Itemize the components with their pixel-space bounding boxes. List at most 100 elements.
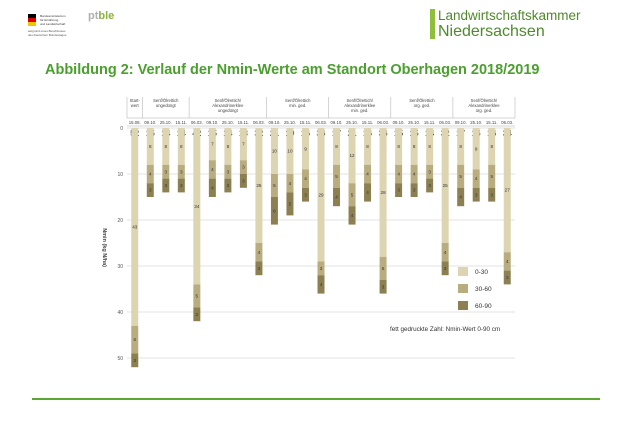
segment-value-label: 3 <box>227 169 230 174</box>
segment-value-label: 3 <box>320 266 323 271</box>
segment-value-label: 9 <box>304 146 307 151</box>
bar-segment <box>395 183 403 197</box>
header-logos: Bundesministerium für Ernährung und Land… <box>20 6 160 42</box>
segment-value-label: 8 <box>366 144 369 149</box>
segment-value-label: 8 <box>413 144 416 149</box>
ministry-logo: Bundesministerium für Ernährung und Land… <box>20 6 80 42</box>
segment-value-label: 5 <box>289 202 292 207</box>
segment-value-label: 28 <box>381 190 387 195</box>
segment-value-label: 12 <box>349 153 355 158</box>
bar-segment <box>177 178 185 193</box>
bar-segment <box>270 174 278 197</box>
bar-segment <box>457 187 465 207</box>
y-tick-label: 30 <box>117 264 123 270</box>
bar-segment <box>239 160 247 174</box>
date-label: 09.10. <box>268 120 280 125</box>
chamber-name-line2: Niedersachsen <box>438 23 545 40</box>
chamber-logo-bar <box>430 9 435 39</box>
chamber-name-line1: Landwirtschaftskammer <box>438 8 581 23</box>
bar-segment <box>286 174 294 193</box>
segment-value-label: 4 <box>475 176 478 181</box>
bar-segment <box>426 178 434 193</box>
group-label: org. ged. <box>414 103 431 108</box>
segment-value-label: 3 <box>165 183 168 188</box>
group-label: Alexandrinerklee <box>344 103 376 108</box>
segment-value-label: 8 <box>165 144 168 149</box>
segment-value-label: 3 <box>506 275 509 280</box>
bar-segment <box>131 353 139 368</box>
bar-segment <box>177 128 185 165</box>
date-label: 25.10. <box>470 120 482 125</box>
segment-value-label: 3 <box>242 179 245 184</box>
bar-segment <box>208 178 216 197</box>
group-label: ungedüngt <box>218 108 239 113</box>
segment-value-label: 4 <box>335 195 338 200</box>
legend-label: 0-30 <box>475 269 488 276</box>
segment-value-label: 3 <box>227 183 230 188</box>
date-label: 06.03. <box>191 120 203 125</box>
group-label: min. ged. <box>289 103 306 108</box>
bar-segment <box>364 128 372 165</box>
bar-segment <box>348 183 356 207</box>
date-label: 25.10. <box>160 120 172 125</box>
group-label: min. ged. <box>351 108 368 113</box>
segment-value-label: 4 <box>397 172 400 177</box>
segment-value-label: 5 <box>459 174 462 179</box>
segment-value-label: 3 <box>180 169 183 174</box>
segment-value-label: 4 <box>444 250 447 255</box>
bar-segment <box>472 128 480 170</box>
bar-segment <box>441 128 449 243</box>
segment-value-label: 3 <box>242 165 245 170</box>
ministry-sub-line: des Deutschen Bundestages <box>28 32 67 37</box>
bar-segment <box>162 164 170 179</box>
segment-value-label: 4 <box>320 282 323 287</box>
segment-value-label: 5 <box>351 192 354 197</box>
date-label: 15.11. <box>175 120 187 125</box>
date-label: 06.03. <box>253 120 265 125</box>
bar-segment <box>488 187 496 202</box>
bar-segment <box>301 128 309 170</box>
legend-swatch <box>458 301 468 310</box>
segment-value-label: 4 <box>413 172 416 177</box>
bar-segment <box>379 256 387 280</box>
y-tick-label: 10 <box>117 172 123 178</box>
date-label: 09.10. <box>393 120 405 125</box>
bar-segment <box>472 169 480 188</box>
segment-value-label: 3 <box>382 284 385 289</box>
segment-value-label: 9 <box>475 146 478 151</box>
segment-value-label: 3 <box>149 188 152 193</box>
segment-value-label: 8 <box>459 144 462 149</box>
bar-segment <box>410 128 418 165</box>
bar-segment <box>395 128 403 165</box>
bar-segment <box>317 275 325 294</box>
date-label: 25.10. <box>222 120 234 125</box>
bar-segment <box>333 128 341 165</box>
y-tick-label: 40 <box>117 310 123 316</box>
segment-value-label: 3 <box>490 192 493 197</box>
segment-value-label: 3 <box>165 169 168 174</box>
ministry-line: und Landwirtschaft <box>40 22 66 26</box>
bar-segment <box>379 279 387 294</box>
group-label: Start- <box>130 98 141 103</box>
bar-segment <box>146 164 154 184</box>
bar-segment <box>193 307 201 322</box>
segment-value-label: 3 <box>428 169 431 174</box>
bar-segment <box>333 164 341 188</box>
segment-value-label: 4 <box>149 172 152 177</box>
segment-value-label: 3 <box>258 266 261 271</box>
date-label: 15.11. <box>238 120 250 125</box>
bar-segment <box>239 128 247 161</box>
segment-value-label: 25 <box>256 183 262 188</box>
segment-value-label: 6 <box>273 208 276 213</box>
bar-segment <box>270 197 278 225</box>
footer-line <box>32 398 600 400</box>
segment-value-label: 4 <box>304 176 307 181</box>
y-tick-label: 20 <box>117 218 123 224</box>
date-label: 25.10. <box>346 120 358 125</box>
bar-segment <box>255 261 263 276</box>
bar-segment <box>255 243 263 262</box>
bar-segment <box>255 128 263 243</box>
bar-segment <box>131 128 139 326</box>
bar-segment <box>270 128 278 174</box>
bar-segment <box>457 164 465 188</box>
